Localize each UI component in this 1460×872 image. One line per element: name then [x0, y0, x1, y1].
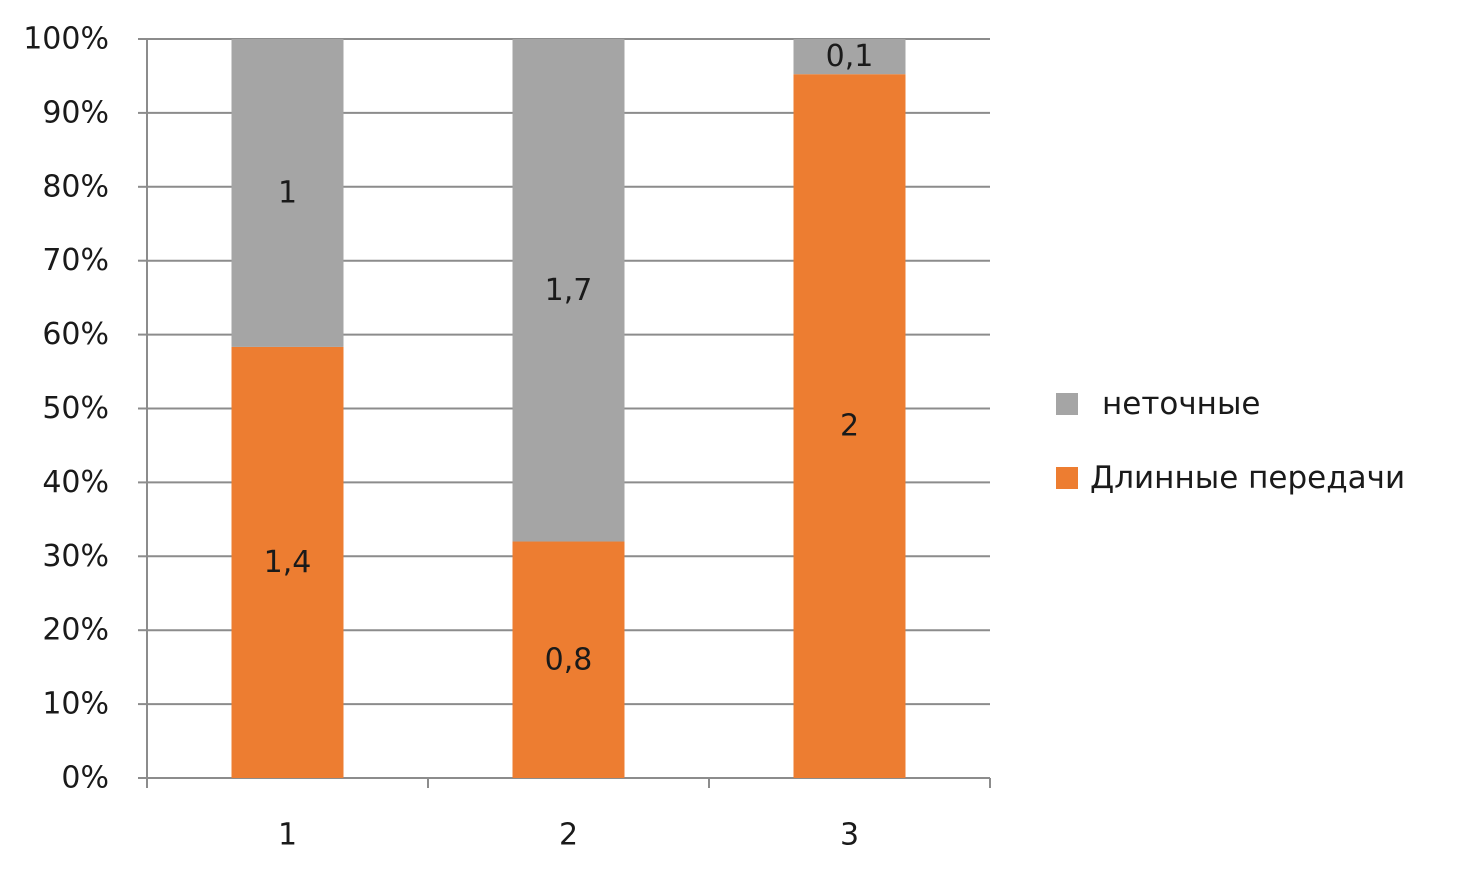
- y-tick-label: 80%: [42, 169, 109, 204]
- legend-label: неточные: [1102, 386, 1261, 422]
- bar-segment: [512, 39, 625, 542]
- y-tick-label: 30%: [42, 539, 109, 574]
- data-label: 1: [278, 175, 297, 210]
- bar-segment: [793, 74, 906, 778]
- y-tick-label: 100%: [23, 22, 109, 57]
- bar-segment: [512, 541, 625, 778]
- y-tick-label: 70%: [42, 243, 109, 278]
- bar-segment: [231, 39, 344, 347]
- legend: неточные Длинные передачи: [1056, 386, 1405, 496]
- x-tick-label: 3: [840, 818, 859, 853]
- y-tick-label: 0%: [61, 761, 109, 796]
- bar-segment: [231, 346, 344, 778]
- data-label: 1,4: [264, 545, 312, 580]
- data-labels: 1,4 1 0,8 1,7 2 0,1: [264, 39, 874, 677]
- legend-swatch: [1056, 393, 1078, 415]
- data-label: 2: [840, 409, 859, 444]
- legend-swatch: [1056, 467, 1078, 489]
- legend-label: Длинные передачи: [1090, 460, 1405, 496]
- data-label: 0,1: [826, 39, 874, 74]
- y-tick-label: 10%: [42, 687, 109, 722]
- y-tick-label: 40%: [42, 465, 109, 500]
- data-label: 1,7: [545, 273, 593, 308]
- x-tick-label: 2: [559, 818, 578, 853]
- y-tick-label: 50%: [42, 391, 109, 426]
- axes: 0% 10% 20% 30% 40% 50% 60% 70% 80% 90% 100% 1 2 3: [23, 22, 991, 853]
- x-tick-label: 1: [278, 818, 297, 853]
- y-tick-label: 90%: [42, 95, 109, 130]
- y-tick-label: 60%: [42, 317, 109, 352]
- bar-segment: [793, 39, 906, 75]
- data-label: 0,8: [545, 642, 593, 677]
- bars: [231, 39, 906, 778]
- y-tick-label: 20%: [42, 613, 109, 648]
